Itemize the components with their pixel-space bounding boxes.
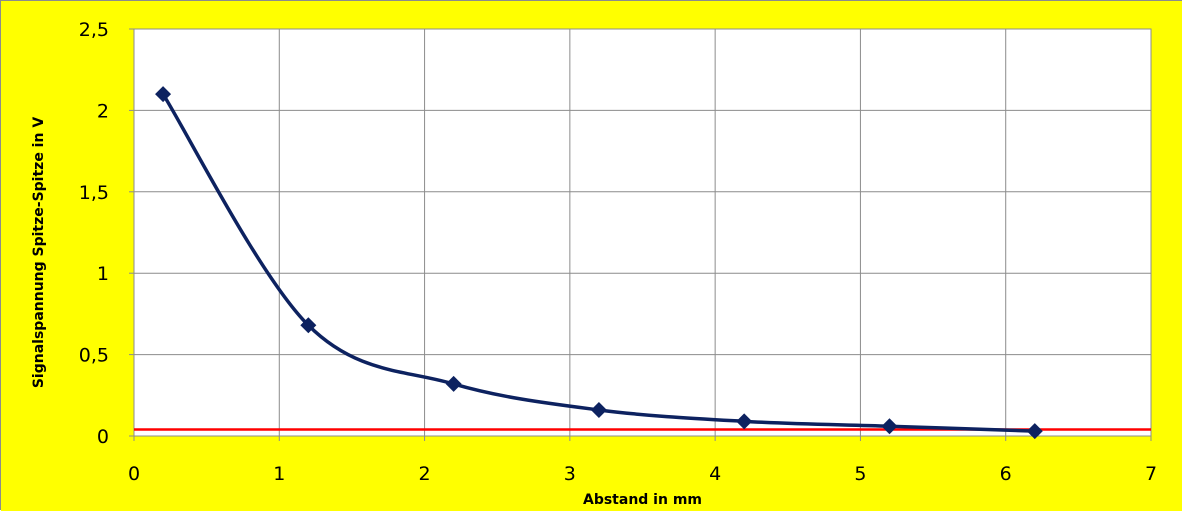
data-point-marker xyxy=(1026,423,1043,440)
x-axis-title: Abstand in mm xyxy=(583,492,702,508)
data-point-marker xyxy=(736,413,753,430)
y-tick-label: 0,5 xyxy=(79,345,109,367)
y-tick-label: 0 xyxy=(97,426,109,448)
data-point-marker xyxy=(300,317,317,334)
data-point-marker xyxy=(590,401,607,418)
data-point-marker xyxy=(881,418,898,435)
plot-area xyxy=(133,28,1152,437)
y-axis-title: Signalspannung Spitze-Spitze in V xyxy=(31,117,47,388)
x-tick-label: 5 xyxy=(854,463,866,485)
y-tick-label: 1 xyxy=(97,263,109,285)
y-tick-label: 1,5 xyxy=(79,182,109,204)
x-tick-label: 6 xyxy=(1000,463,1012,485)
data-markers xyxy=(155,86,1043,440)
y-axis-tick-labels: 0 0,5 1 1,5 2 2,5 xyxy=(79,19,109,448)
data-point-marker xyxy=(445,375,462,392)
x-tick-label: 4 xyxy=(709,463,721,485)
data-point-marker xyxy=(155,86,172,103)
y-tick-label: 2 xyxy=(97,100,109,122)
gridlines xyxy=(129,28,1152,441)
x-tick-label: 0 xyxy=(128,463,140,485)
x-tick-label: 3 xyxy=(564,463,576,485)
x-tick-label: 2 xyxy=(419,463,431,485)
x-tick-label: 7 xyxy=(1145,463,1157,485)
x-tick-label: 1 xyxy=(273,463,285,485)
x-axis-tick-labels: 0 1 2 3 4 5 6 7 xyxy=(128,463,1157,485)
y-tick-label: 2,5 xyxy=(79,19,109,41)
